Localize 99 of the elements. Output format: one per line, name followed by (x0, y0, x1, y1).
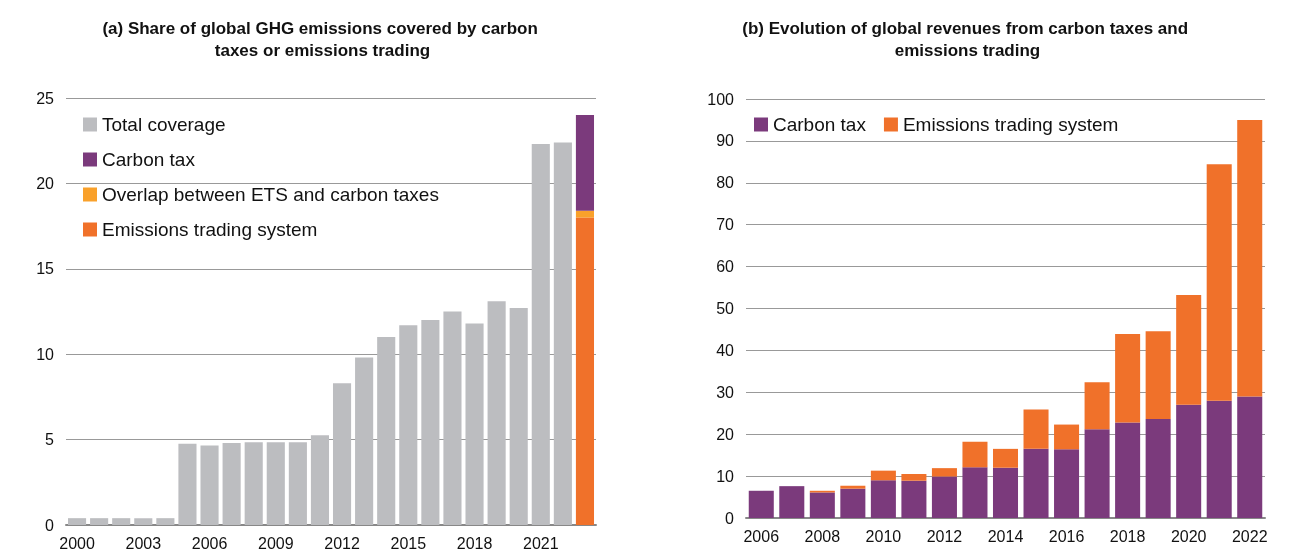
bar (156, 518, 175, 525)
bar (399, 325, 418, 525)
bar (266, 442, 285, 525)
bar (870, 480, 896, 518)
y-tick-label: 100 (707, 90, 735, 108)
bar (1237, 119, 1263, 397)
x-tick-label: 2003 (125, 534, 162, 552)
legend-label: Emissions trading system (902, 114, 1119, 135)
bar (1084, 429, 1110, 518)
bar (1115, 422, 1141, 518)
bar (901, 480, 927, 518)
y-tick-label: 90 (716, 132, 735, 150)
bar (1145, 331, 1171, 420)
bar (67, 518, 87, 525)
bar (809, 492, 835, 518)
chart-title: (a) Share of global GHG emissions covered by carbon taxes or emissions trading (102, 18, 543, 60)
y-tick-label: 5 (45, 431, 55, 449)
bar (310, 435, 330, 525)
bar (288, 442, 307, 525)
y-tick-label: 0 (725, 509, 735, 527)
legend-label: Carbon tax (102, 149, 196, 170)
bar (962, 441, 988, 468)
bar (1206, 400, 1232, 518)
bar (575, 217, 595, 525)
bar (1023, 409, 1049, 449)
y-tick-label: 30 (716, 383, 735, 401)
bar (244, 442, 263, 525)
bar (443, 311, 462, 525)
bar (487, 301, 506, 525)
bar (931, 476, 957, 518)
bar (1054, 449, 1080, 518)
legend-label: Carbon tax (773, 114, 867, 135)
bar (748, 490, 774, 518)
x-tick-label: 2014 (987, 527, 1024, 545)
bar (377, 337, 396, 525)
chart-title: (b) Evolution of global revenues from carbon taxes and emissions trading (742, 18, 1193, 60)
bar (1054, 424, 1080, 450)
x-tick-label: 2008 (804, 527, 841, 545)
y-tick-label: 70 (716, 216, 735, 234)
bar (992, 467, 1019, 518)
x-tick-label: 2022 (1231, 527, 1268, 545)
bar (1176, 295, 1202, 405)
y-tick-label: 10 (36, 345, 55, 363)
bar (1084, 382, 1110, 430)
legend-label: Total coverage (102, 114, 226, 135)
bar (840, 485, 866, 489)
x-tick-label: 2009 (257, 534, 294, 552)
bar (1237, 396, 1263, 518)
bar (90, 518, 109, 525)
bar (992, 448, 1019, 468)
bar (421, 320, 440, 525)
y-tick-label: 40 (716, 341, 735, 359)
bar (840, 488, 866, 518)
bar (178, 443, 197, 525)
bar (1176, 404, 1202, 518)
x-tick-label: 2015 (390, 534, 427, 552)
bar (465, 323, 484, 525)
bar (779, 486, 805, 518)
y-tick-label: 80 (716, 174, 735, 192)
bar (870, 470, 896, 481)
x-tick-label: 2018 (1109, 527, 1146, 545)
x-tick-label: 2006 (191, 534, 228, 552)
bar (1145, 419, 1171, 518)
y-tick-label: 10 (716, 467, 735, 485)
bar (509, 308, 528, 525)
bar (575, 115, 595, 211)
y-tick-label: 20 (716, 425, 735, 443)
bar (112, 518, 131, 525)
x-tick-label: 2018 (456, 534, 493, 552)
bar (355, 357, 374, 525)
bar (531, 144, 550, 525)
x-tick-label: 2021 (522, 534, 559, 552)
bar (1023, 448, 1049, 518)
bar (200, 445, 219, 525)
legend-label: Emissions trading system (102, 219, 318, 240)
bar (1115, 334, 1141, 423)
x-tick-label: 2000 (59, 534, 95, 552)
x-tick-label: 2010 (865, 527, 902, 545)
bar (332, 383, 352, 525)
bar (575, 210, 595, 218)
bar (931, 468, 957, 477)
bar (222, 443, 241, 525)
x-tick-label: 2016 (1048, 527, 1085, 545)
y-tick-label: 25 (36, 89, 55, 107)
bar (553, 142, 572, 525)
bar (962, 467, 988, 518)
y-tick-label: 0 (45, 516, 55, 534)
x-tick-label: 2006 (743, 527, 780, 545)
legend-label: Overlap between ETS and carbon taxes (102, 184, 439, 205)
bar (901, 474, 927, 481)
bar (1206, 164, 1232, 401)
x-tick-label: 2012 (324, 534, 360, 552)
x-tick-label: 2020 (1170, 527, 1207, 545)
bar (134, 518, 153, 525)
y-tick-label: 50 (716, 300, 735, 317)
y-tick-label: 15 (36, 260, 55, 278)
y-tick-label: 20 (36, 174, 55, 192)
y-tick-label: 60 (716, 258, 735, 276)
x-tick-label: 2012 (926, 527, 963, 545)
